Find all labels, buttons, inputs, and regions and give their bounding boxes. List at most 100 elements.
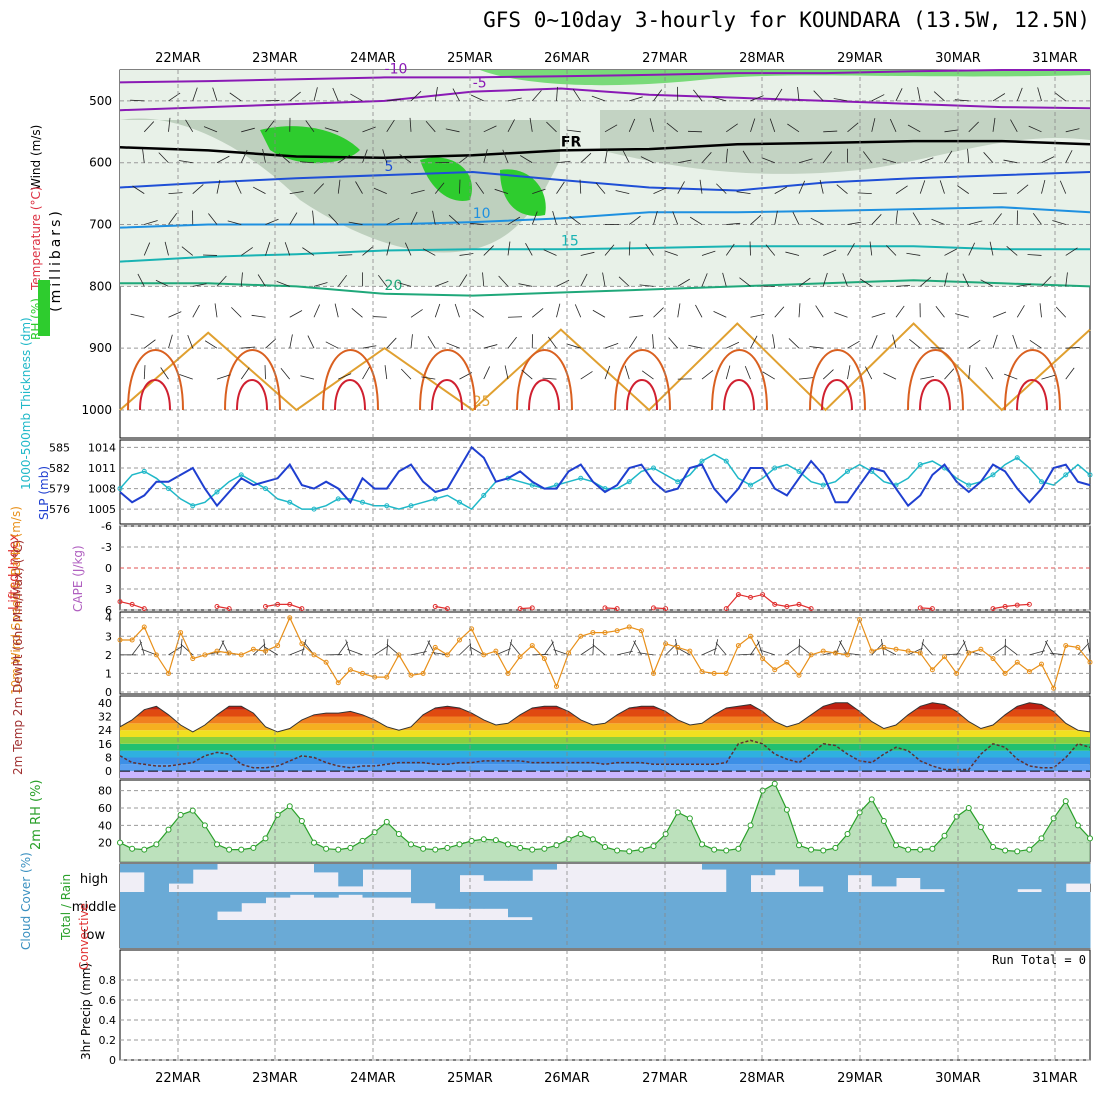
- wind-barb: [788, 338, 800, 349]
- date-label-top: 25MAR: [447, 51, 493, 66]
- wind-barb: [968, 220, 983, 225]
- wind-barb: [604, 124, 618, 133]
- cloud-bar-low: [241, 920, 266, 948]
- wind-barb: [251, 314, 266, 318]
- precip-label-group: 3hr Precip (mm) Total / Rain Convective: [59, 874, 93, 1060]
- wind-barb: [313, 183, 325, 194]
- wind-barb: [216, 179, 221, 194]
- wind-barb: [203, 126, 218, 133]
- isotherm-35-loop: [1016, 379, 1048, 411]
- wind-barb: [300, 375, 315, 380]
- wind-barb: [313, 87, 318, 102]
- lifted-index-point: [444, 606, 450, 612]
- wind-barb: [1027, 254, 1042, 256]
- rh2m-point: [492, 837, 499, 844]
- li-tick-label: 3: [105, 583, 112, 596]
- wind-barb: [722, 272, 727, 287]
- wind-barb: [452, 88, 460, 102]
- lifted-index-point: [1002, 604, 1008, 609]
- wind-barb-10m: [592, 644, 606, 656]
- wind-barb: [629, 215, 641, 225]
- wind-barb: [143, 121, 155, 133]
- wind-barb: [231, 307, 242, 318]
- wind-barb: [939, 180, 945, 194]
- wind-barb: [434, 182, 445, 194]
- wind-barb: [284, 242, 291, 256]
- wind-barb-10m: [713, 639, 719, 655]
- thickness-point: [966, 482, 972, 488]
- wind-barb-10m: [956, 641, 966, 656]
- wind-barb: [967, 148, 970, 163]
- cloud-bar-middle: [289, 892, 315, 895]
- wind-barb: [143, 365, 146, 380]
- wind-barb: [1039, 303, 1042, 318]
- wind10-point: [1051, 685, 1057, 691]
- rh2m-point: [1087, 835, 1093, 842]
- thickness-point: [1063, 472, 1069, 478]
- wind-barb: [483, 245, 494, 256]
- pressure-tick-label: 500: [89, 94, 112, 108]
- wind-barb: [400, 368, 412, 380]
- lifted-index-point: [772, 601, 778, 607]
- wind-barb: [968, 121, 979, 133]
- run-total-label: Run Total = 0: [992, 953, 1086, 967]
- wind10-point: [942, 654, 947, 660]
- wind-barb: [494, 188, 509, 195]
- upper-ylabel-temp: Temperature (°C): [29, 186, 43, 291]
- wind-barb: [688, 344, 703, 349]
- wind10-point: [675, 644, 681, 650]
- wind-barb: [179, 374, 193, 380]
- wind-barb: [836, 184, 848, 194]
- wind-barb: [399, 154, 412, 164]
- wind-barb: [652, 334, 654, 349]
- wind10-point: [529, 643, 535, 649]
- slp-label-group-2: SLP (mb): [37, 466, 51, 520]
- wind-tick-label: 1: [105, 667, 112, 680]
- lifted-index-point: [602, 605, 608, 611]
- wind10-point: [808, 652, 814, 658]
- rh2m-point: [614, 847, 621, 854]
- wind-barb: [168, 212, 178, 225]
- lifted-index-point: [723, 606, 729, 612]
- wind-barb-10m: [544, 641, 554, 656]
- wind-barb: [871, 118, 876, 132]
- cloud-bar-low: [459, 920, 485, 948]
- wind-barb: [1041, 156, 1055, 164]
- wind-barb: [628, 241, 631, 256]
- wind-barb: [624, 365, 630, 380]
- cloud-bar-middle: [726, 892, 751, 920]
- cloud-bar-low: [823, 920, 848, 948]
- wind10-point: [845, 652, 850, 658]
- upper-ylabel: (millibars): [48, 208, 64, 312]
- wind-tick-label: 0: [105, 686, 112, 699]
- wind-barb: [192, 184, 204, 194]
- wind-barb: [871, 94, 885, 102]
- cloud-bar-middle: [605, 892, 630, 920]
- thickness-point: [408, 503, 414, 509]
- cloud-bar-low: [1041, 920, 1067, 948]
- cloud-bar-middle: [168, 892, 194, 920]
- thickness-tick-label: 582: [49, 462, 70, 475]
- wind-barb: [1065, 272, 1068, 287]
- pressure-tick-label: 800: [89, 279, 112, 293]
- wind-barb: [653, 307, 664, 318]
- date-label-top: 30MAR: [935, 51, 981, 66]
- date-label-bottom: 26MAR: [544, 1071, 590, 1086]
- cloud-bar-middle: [386, 892, 412, 898]
- date-label-top: 31MAR: [1032, 51, 1078, 66]
- wind-barb: [580, 152, 592, 164]
- wind-barb: [475, 181, 485, 194]
- wind-barb: [143, 242, 151, 256]
- wind-barb: [847, 243, 855, 256]
- wind10-point: [190, 656, 196, 662]
- thickness-point: [1039, 479, 1044, 485]
- lifted-index-point: [614, 606, 620, 612]
- wind-barb: [328, 214, 339, 225]
- lifted-index-point: [651, 605, 656, 611]
- rh-tick-label: 40: [98, 819, 112, 832]
- cloud-bar-middle: [944, 892, 970, 920]
- wind-barb: [744, 365, 751, 380]
- wind10-point: [1087, 659, 1093, 665]
- cloud-bar-low: [508, 920, 533, 948]
